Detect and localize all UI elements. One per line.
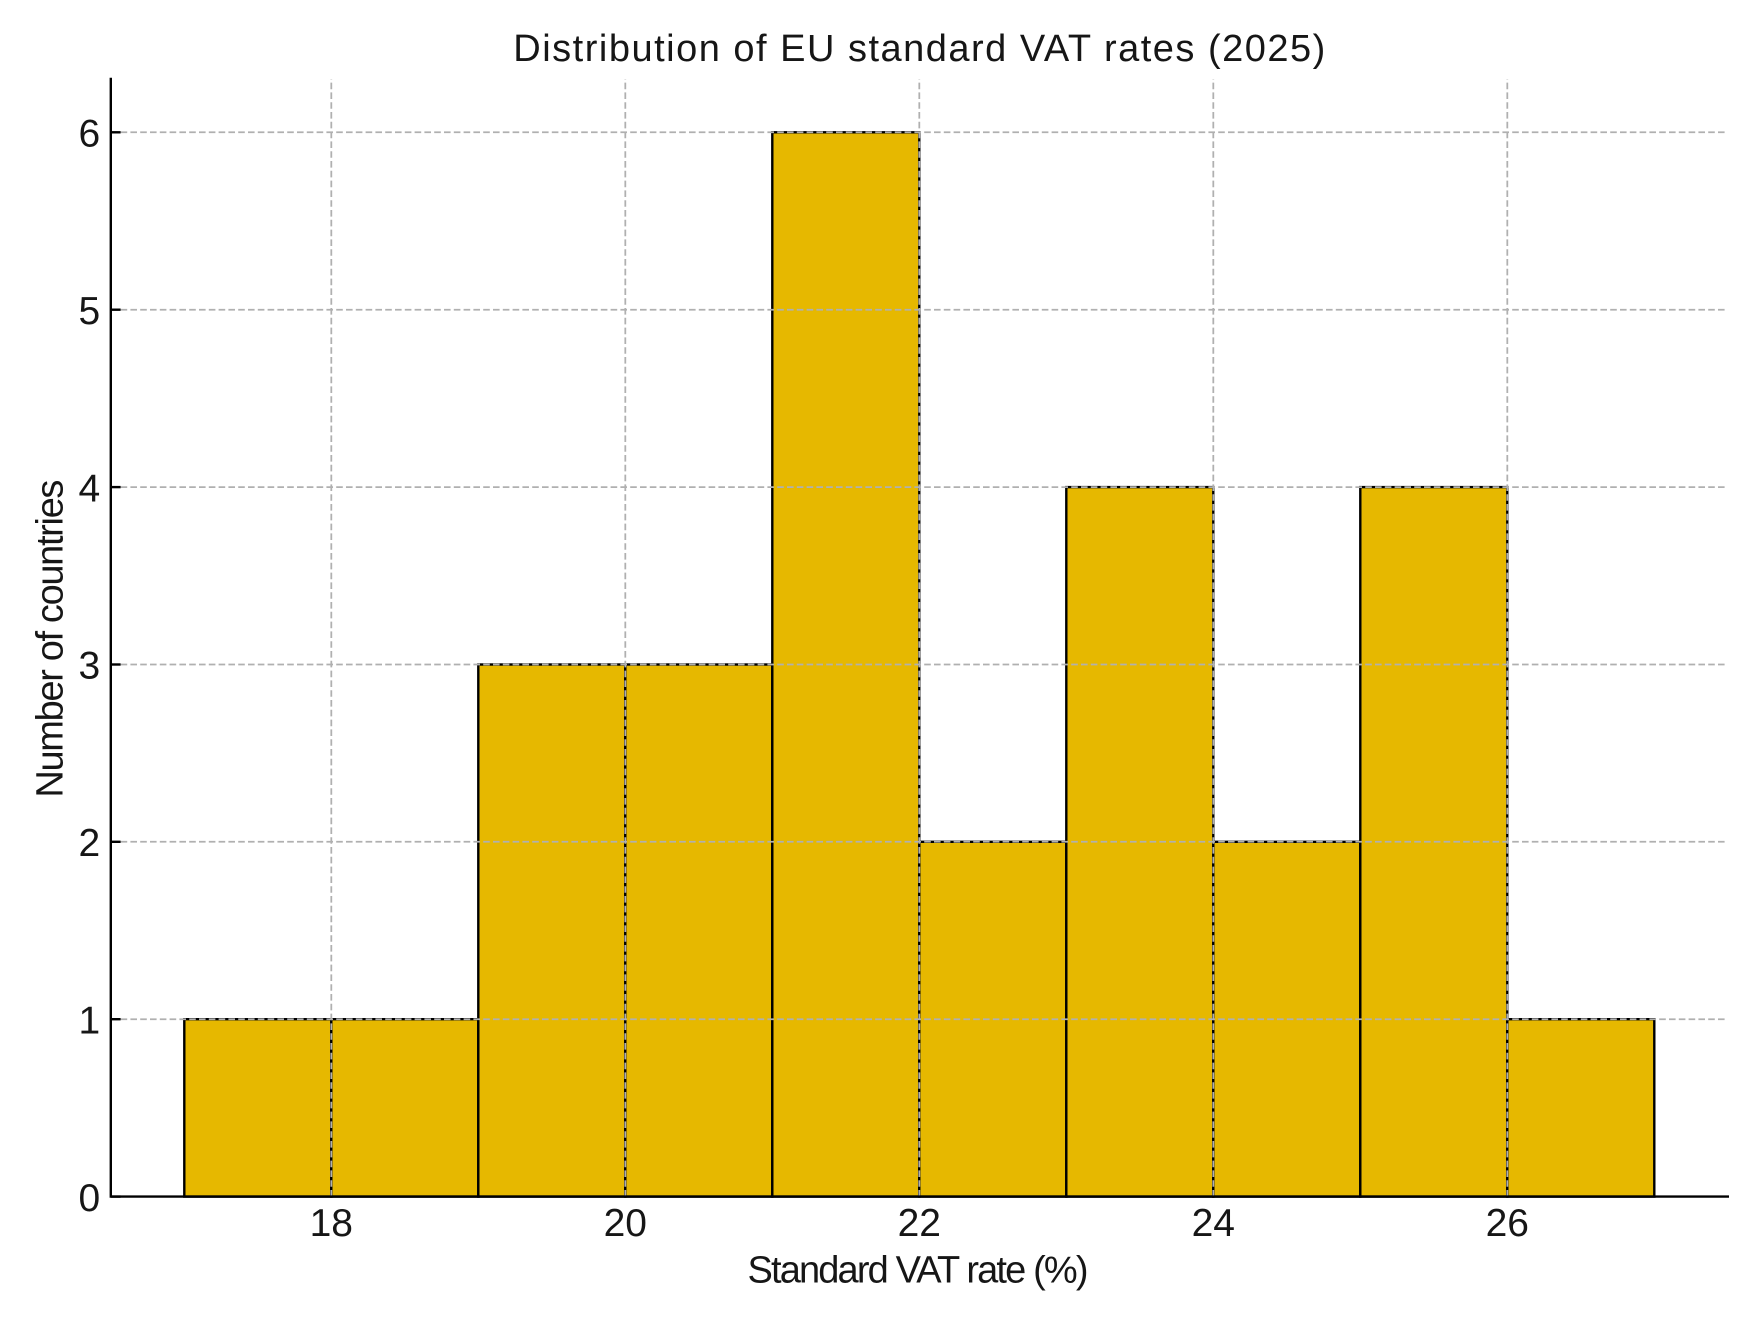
svg-text:0: 0 [78, 1177, 100, 1220]
svg-text:1: 1 [78, 999, 100, 1042]
svg-text:Number of countries: Number of countries [29, 480, 71, 798]
svg-text:2: 2 [78, 822, 100, 865]
svg-text:Standard VAT rate (%): Standard VAT rate (%) [748, 1250, 1089, 1292]
svg-text:4: 4 [78, 467, 100, 510]
svg-text:26: 26 [1486, 1202, 1529, 1245]
svg-text:6: 6 [78, 113, 100, 156]
svg-text:20: 20 [604, 1202, 647, 1245]
svg-text:3: 3 [78, 645, 100, 688]
svg-text:24: 24 [1192, 1202, 1235, 1245]
svg-text:Distribution of EU standard VA: Distribution of EU standard VAT rates (2… [513, 28, 1325, 70]
svg-text:18: 18 [310, 1202, 353, 1245]
svg-text:22: 22 [898, 1202, 941, 1245]
svg-text:5: 5 [78, 290, 100, 333]
